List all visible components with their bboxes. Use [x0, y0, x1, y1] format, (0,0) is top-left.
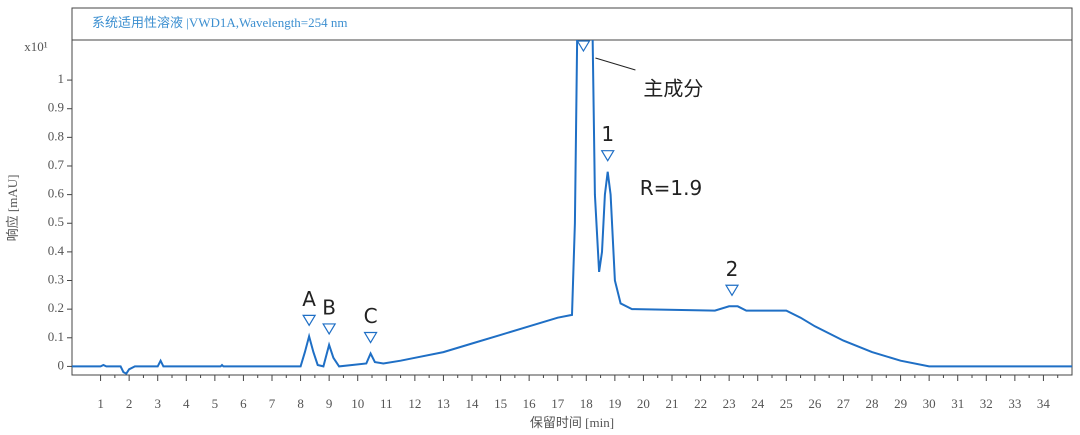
peak-marker — [322, 323, 337, 336]
y-tick-label: 0.7 — [48, 157, 65, 172]
leader-line — [595, 57, 636, 71]
peak-label: 2 — [726, 257, 739, 281]
peak-marker — [576, 40, 591, 53]
x-tick-label: 12 — [408, 396, 421, 411]
y-tick-label: 0.5 — [48, 214, 64, 229]
x-tick-label: 9 — [326, 396, 333, 411]
x-tick-label: 1 — [97, 396, 104, 411]
peak-marker — [724, 284, 740, 297]
y-tick-label: 0.3 — [48, 271, 64, 286]
trace — [72, 40, 1072, 375]
x-tick-label: 6 — [240, 396, 247, 411]
x-tick-label: 4 — [183, 396, 190, 411]
x-tick-label: 7 — [269, 396, 276, 411]
chart-title: 系统适用性溶液 |VWD1A,Wavelength=254 nm — [92, 15, 348, 30]
x-tick-label: 18 — [580, 396, 593, 411]
y-axis-label: 响应 [mAU] — [5, 175, 20, 242]
x-tick-label: 10 — [351, 396, 364, 411]
x-tick-label: 28 — [866, 396, 879, 411]
resolution-label: R=1.9 — [640, 176, 702, 200]
y-tick-label: 0.1 — [48, 329, 64, 344]
x-tick-label: 8 — [297, 396, 304, 411]
y-exponent: x10¹ — [24, 39, 48, 54]
x-tick-label: 32 — [980, 396, 993, 411]
x-tick-label: 19 — [608, 396, 621, 411]
y-tick-label: 0.4 — [48, 243, 65, 258]
x-tick-label: 3 — [154, 396, 161, 411]
x-tick-label: 2 — [126, 396, 133, 411]
y-tick-label: 0.8 — [48, 128, 64, 143]
peak-label: A — [302, 287, 316, 311]
peak-marker — [363, 331, 378, 344]
y-tick-label: 0.2 — [48, 300, 64, 315]
y-tick-label: 0 — [58, 357, 65, 372]
x-tick-label: 23 — [723, 396, 736, 411]
x-tick-label: 29 — [894, 396, 907, 411]
y-tick-label: 0.6 — [48, 186, 65, 201]
x-tick-label: 24 — [751, 396, 765, 411]
x-tick-label: 22 — [694, 396, 707, 411]
peak-label: C — [364, 304, 378, 328]
peak-marker — [600, 150, 615, 162]
x-tick-label: 26 — [808, 396, 822, 411]
x-tick-label: 25 — [780, 396, 793, 411]
x-tick-label: 14 — [466, 396, 480, 411]
x-tick-label: 20 — [637, 396, 650, 411]
y-tick-label: 1 — [58, 71, 65, 86]
peak-marker — [302, 314, 317, 327]
plot-area — [72, 40, 1072, 375]
x-tick-label: 27 — [837, 396, 851, 411]
x-tick-label: 16 — [523, 396, 537, 411]
x-tick-label: 13 — [437, 396, 450, 411]
x-tick-label: 17 — [551, 396, 565, 411]
x-tick-label: 11 — [380, 396, 393, 411]
x-tick-label: 31 — [951, 396, 964, 411]
plot-frame — [71, 39, 1073, 376]
x-tick-label: 5 — [212, 396, 219, 411]
x-tick-label: 34 — [1037, 396, 1051, 411]
peak-label: B — [322, 295, 336, 319]
x-axis-label: 保留时间 [min] — [530, 415, 614, 430]
title-bar — [71, 7, 1073, 41]
x-tick-label: 15 — [494, 396, 507, 411]
x-tick-label: 21 — [666, 396, 679, 411]
y-tick-label: 0.9 — [48, 100, 64, 115]
x-tick-label: 30 — [923, 396, 936, 411]
peak-label: 主成分 — [643, 77, 703, 101]
peak-label: 1 — [601, 122, 614, 146]
x-tick-label: 33 — [1008, 396, 1021, 411]
